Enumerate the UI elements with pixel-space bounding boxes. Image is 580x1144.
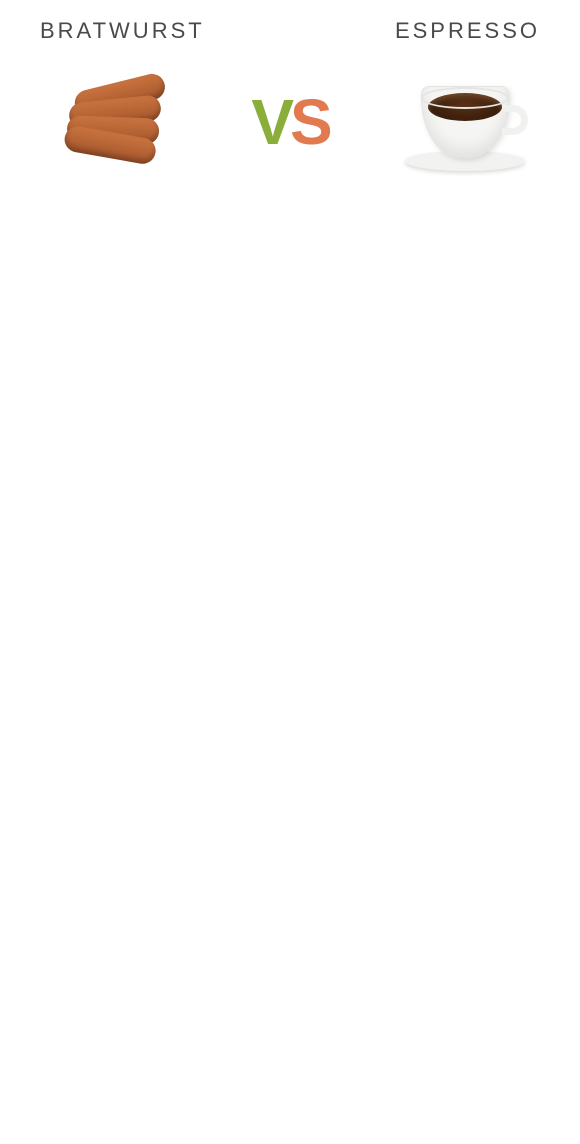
left-food-title: BRATWURST bbox=[40, 18, 205, 44]
vs-v: V bbox=[251, 86, 290, 158]
espresso-image bbox=[390, 62, 540, 182]
images-row: VS bbox=[0, 52, 580, 212]
right-food-title: ESPRESSO bbox=[395, 18, 540, 44]
vs-label: VS bbox=[251, 85, 328, 159]
vs-s: S bbox=[290, 86, 329, 158]
bratwurst-image bbox=[40, 62, 190, 182]
titles-row: BRATWURST ESPRESSO bbox=[0, 0, 580, 52]
